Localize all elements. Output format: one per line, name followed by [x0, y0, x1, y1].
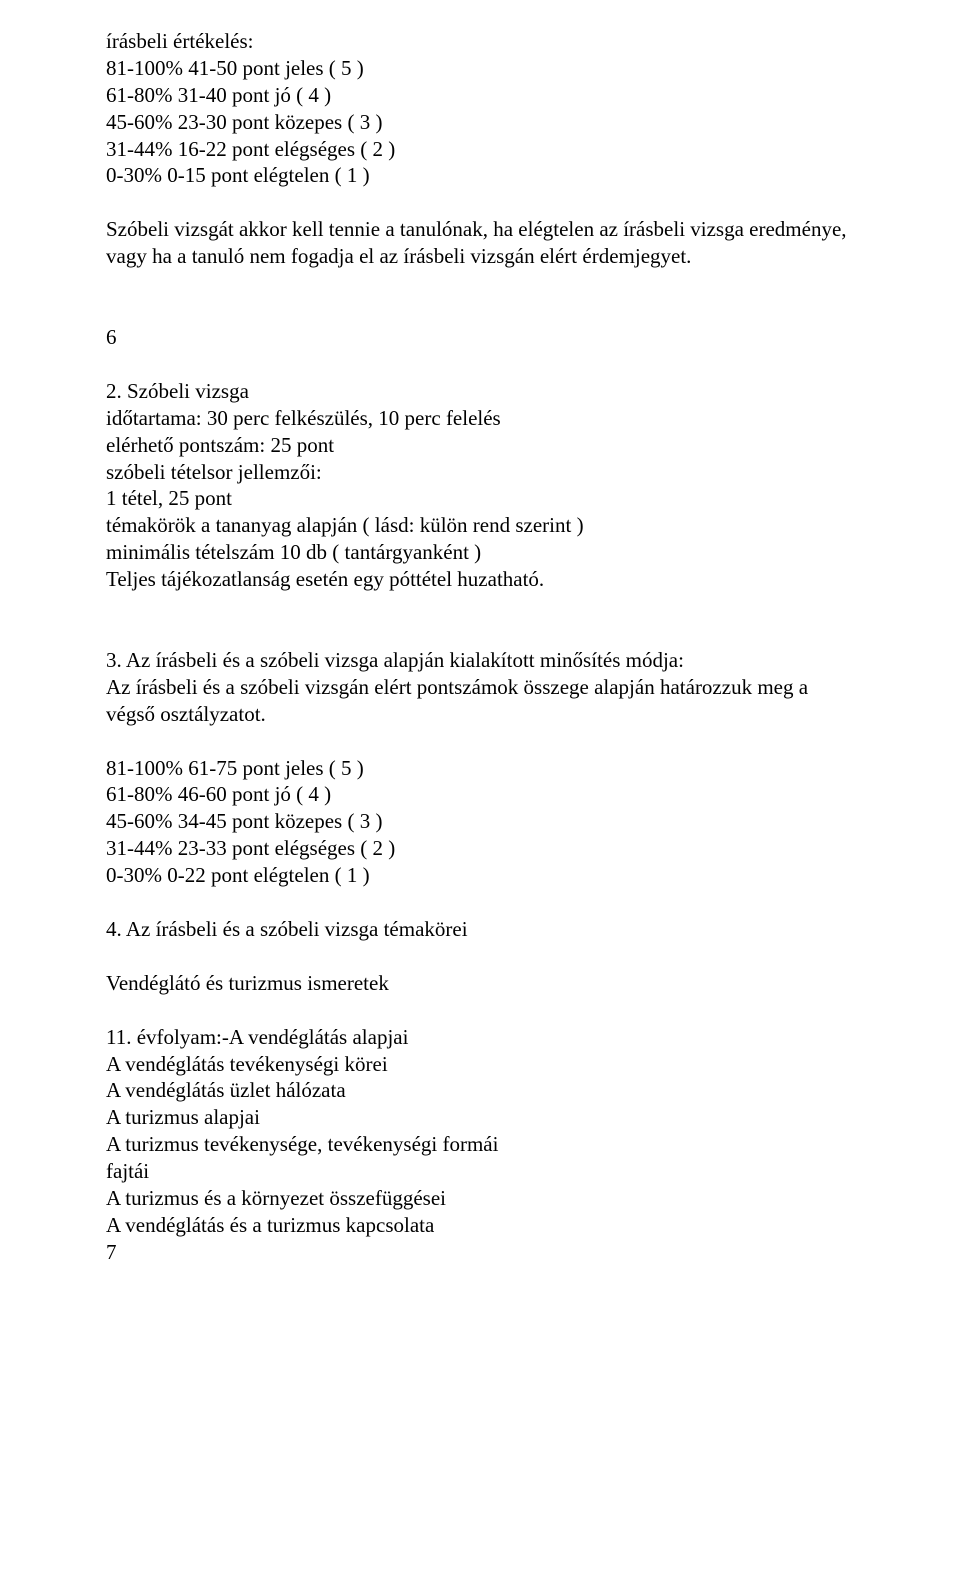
section1-line: 61-80% 31-40 pont jó ( 4 ) [106, 82, 854, 109]
section3-line: szóbeli tételsor jellemzői: [106, 459, 854, 486]
section1-title: írásbeli értékelés: [106, 28, 854, 55]
page-marker-7: 7 [106, 1239, 854, 1266]
section1-line: 0-30% 0-15 pont elégtelen ( 1 ) [106, 162, 854, 189]
page-marker-6: 6 [106, 324, 854, 351]
section7-title: Vendéglátó és turizmus ismeretek [106, 970, 854, 997]
section3-line: 1 tétel, 25 pont [106, 485, 854, 512]
section1-line: 81-100% 41-50 pont jeles ( 5 ) [106, 55, 854, 82]
section8-line: A vendéglátás tevékenységi körei [106, 1051, 854, 1078]
section5-line: 31-44% 23-33 pont elégséges ( 2 ) [106, 835, 854, 862]
section5-line: 45-60% 34-45 pont közepes ( 3 ) [106, 808, 854, 835]
section6-title: 4. Az írásbeli és a szóbeli vizsga témak… [106, 916, 854, 943]
section3-line: minimális tételszám 10 db ( tantárgyanké… [106, 539, 854, 566]
section5-line: 0-30% 0-22 pont elégtelen ( 1 ) [106, 862, 854, 889]
section8-line: A vendéglátás és a turizmus kapcsolata [106, 1212, 854, 1239]
section8-line: A turizmus tevékenysége, tevékenységi fo… [106, 1131, 854, 1158]
section4-title: 3. Az írásbeli és a szóbeli vizsga alapj… [106, 647, 854, 674]
section8-line: 11. évfolyam:-A vendéglátás alapjai [106, 1024, 854, 1051]
section4-body: Az írásbeli és a szóbeli vizsgán elért p… [106, 674, 854, 728]
section5-line: 81-100% 61-75 pont jeles ( 5 ) [106, 755, 854, 782]
section3-title: 2. Szóbeli vizsga [106, 378, 854, 405]
section1-line: 31-44% 16-22 pont elégséges ( 2 ) [106, 136, 854, 163]
section8-line: A vendéglátás üzlet hálózata [106, 1077, 854, 1104]
section3-line: időtartama: 30 perc felkészülés, 10 perc… [106, 405, 854, 432]
section1-line: 45-60% 23-30 pont közepes ( 3 ) [106, 109, 854, 136]
section3-line: témakörök a tananyag alapján ( lásd: kül… [106, 512, 854, 539]
section5-line: 61-80% 46-60 pont jó ( 4 ) [106, 781, 854, 808]
section8-line: A turizmus és a környezet összefüggései [106, 1185, 854, 1212]
section8-line: A turizmus alapjai [106, 1104, 854, 1131]
section8-line: fajtái [106, 1158, 854, 1185]
section3-line: Teljes tájékozatlanság esetén egy póttét… [106, 566, 854, 593]
section3-line: elérhető pontszám: 25 pont [106, 432, 854, 459]
section2-body: Szóbeli vizsgát akkor kell tennie a tanu… [106, 216, 854, 270]
